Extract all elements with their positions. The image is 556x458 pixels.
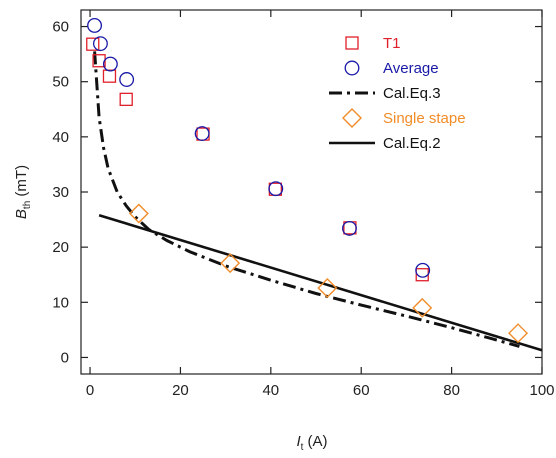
series-line-2: [93, 51, 520, 348]
x-axis-label: It (A): [296, 433, 327, 453]
data-point-square: [102, 69, 117, 83]
x-tick-label: 100: [529, 382, 554, 399]
series-line-4: [98, 213, 543, 352]
data-point-circle: [92, 36, 108, 52]
data-point-circle: [342, 220, 357, 236]
x-tick-label: 0: [86, 382, 94, 399]
series-lines: [93, 51, 543, 352]
y-tick-label: 0: [61, 349, 69, 366]
data-point-diamond: [128, 203, 149, 224]
data-point-diamond: [412, 297, 433, 318]
data-point-square: [86, 37, 100, 51]
data-point-square: [119, 92, 133, 106]
legend-swatch-square: [345, 36, 359, 50]
legend-swatch-circle: [344, 60, 360, 76]
y-tick-label: 60: [52, 19, 69, 36]
data-point-circle: [268, 181, 284, 197]
series-points: [86, 17, 529, 344]
x-tick-label: 60: [353, 382, 370, 399]
axis-ticks: 0 20 40 60 80 100 0 10 20 30 40 50 60: [52, 10, 555, 399]
legend-swatch-diamond: [342, 108, 362, 128]
data-point-circle: [119, 72, 135, 87]
x-tick-label: 80: [443, 382, 460, 399]
legend: T1 Average Cal.Eq.3 Single stape Cal.Eq.2: [329, 35, 466, 152]
plot-area-frame: [80, 9, 543, 375]
data-point-diamond: [220, 253, 241, 274]
data-point-circle: [102, 56, 118, 72]
legend-label: T1: [383, 35, 401, 52]
legend-label: Single stape: [383, 110, 466, 127]
data-point-circle: [87, 17, 103, 33]
legend-label: Average: [383, 60, 439, 77]
y-tick-label: 10: [52, 294, 69, 311]
data-point-circle: [194, 126, 210, 141]
y-axis-label: Bth (mT): [13, 165, 33, 219]
y-tick-label: 50: [52, 74, 69, 91]
legend-label: Cal.Eq.3: [383, 85, 441, 102]
data-point-circle: [415, 262, 431, 278]
y-tick-label: 30: [52, 184, 69, 201]
x-tick-label: 20: [172, 382, 189, 399]
y-tick-label: 40: [52, 129, 69, 146]
data-point-diamond: [508, 323, 529, 344]
data-point-diamond: [317, 277, 338, 298]
legend-label: Cal.Eq.2: [383, 135, 441, 152]
y-tick-label: 20: [52, 239, 69, 256]
x-tick-label: 40: [262, 382, 279, 399]
